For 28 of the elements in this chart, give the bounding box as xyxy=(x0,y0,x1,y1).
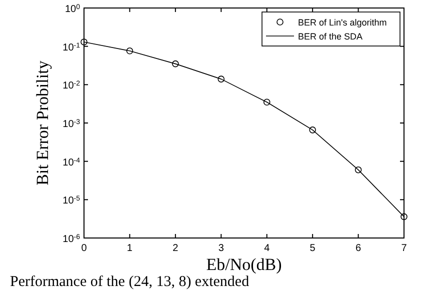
x-tick-label: 4 xyxy=(264,243,270,254)
y-tick-label: 10$^{-2}$ xyxy=(62,80,80,92)
y-tick-label: 10$^{-3}$ xyxy=(62,118,80,130)
y-tick-label: 10$^{-6}$ xyxy=(62,234,80,245)
point xyxy=(400,213,408,220)
x-tick-label: 7 xyxy=(401,243,408,254)
point xyxy=(80,38,88,46)
x-axis-title: Eb/No(dB) xyxy=(206,255,282,274)
x-tick-label: 2 xyxy=(172,243,179,254)
y-tick-label: 10$^{-5}$ xyxy=(62,195,80,207)
y-tick-label: 10$^{-4}$ xyxy=(62,156,80,168)
point xyxy=(263,98,270,106)
y-axis-title: Bit Error Probility xyxy=(33,60,52,186)
legend-label: BER of the SDA xyxy=(298,32,363,42)
point xyxy=(172,60,179,68)
x-tick-label: 6 xyxy=(356,243,362,254)
y-tick-label: 10$^{0}$ xyxy=(64,4,80,15)
x-tick-label: 5 xyxy=(310,243,316,254)
legend-label: BER of Lin's algorithm xyxy=(298,18,387,28)
x-tick-label: 1 xyxy=(126,243,133,254)
y-tick-label: 10$^{-1}$ xyxy=(62,42,80,54)
point xyxy=(309,126,316,134)
x-tick-label: 0 xyxy=(81,243,88,254)
x-tick-label: 3 xyxy=(218,243,224,254)
text: Performance of the (24, 13, 8) extended xyxy=(10,274,250,290)
point xyxy=(126,48,134,54)
point xyxy=(354,166,362,174)
point xyxy=(218,76,225,82)
